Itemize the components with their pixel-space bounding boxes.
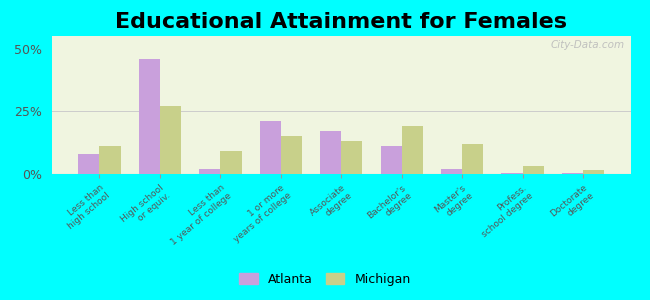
Bar (501, 173, 523, 174)
Bar (441, 169, 462, 174)
Bar (523, 167, 544, 174)
Bar (220, 152, 242, 174)
Bar (562, 173, 583, 174)
Bar (160, 106, 181, 174)
Bar (583, 170, 605, 174)
Bar (281, 136, 302, 174)
Bar (341, 141, 363, 174)
Text: City-Data.com: City-Data.com (551, 40, 625, 50)
Bar (320, 131, 341, 174)
Legend: Atlanta, Michigan: Atlanta, Michigan (235, 268, 415, 291)
Bar (99, 146, 121, 174)
Bar (199, 169, 220, 174)
Title: Educational Attainment for Females: Educational Attainment for Females (115, 12, 567, 32)
Bar (380, 146, 402, 174)
Bar (138, 58, 160, 174)
Bar (462, 144, 484, 174)
Bar (402, 126, 423, 174)
Bar (259, 121, 281, 174)
Bar (78, 154, 99, 174)
